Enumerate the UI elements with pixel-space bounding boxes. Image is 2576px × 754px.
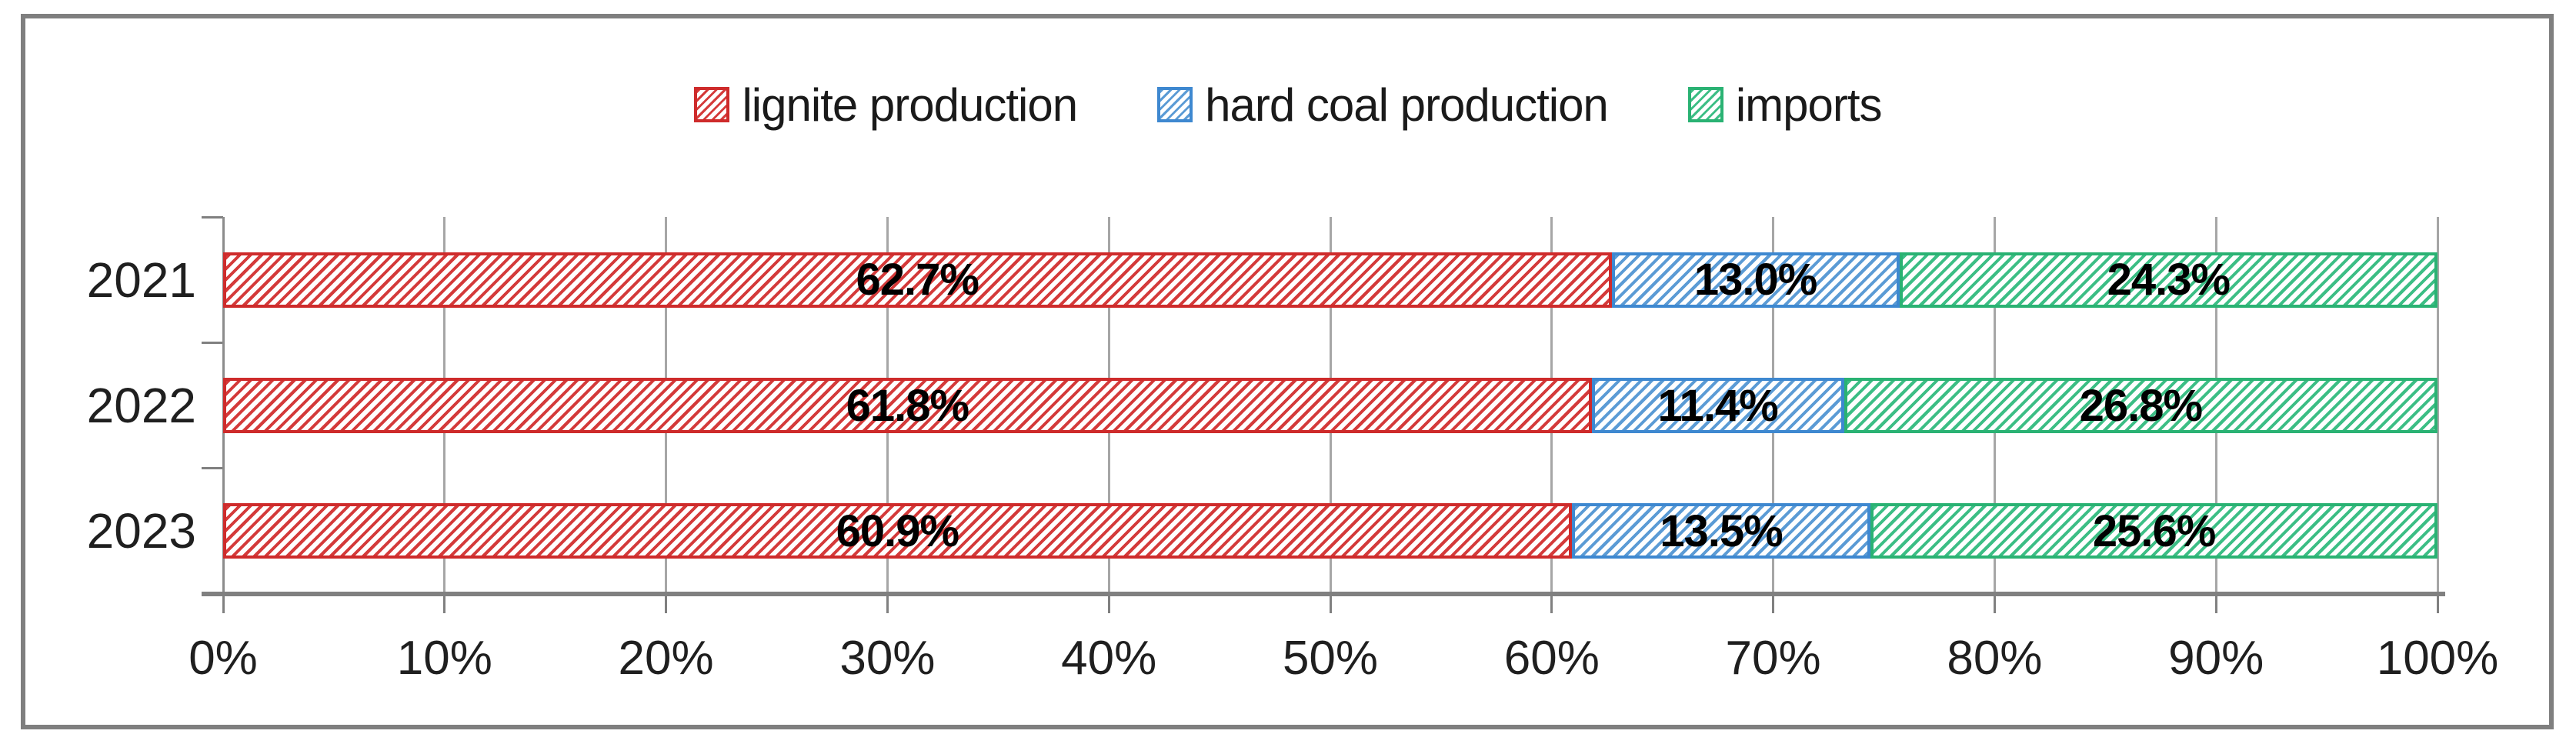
x-axis-tick — [2214, 596, 2217, 613]
x-tick-label: 100% — [2376, 632, 2499, 685]
x-axis-tick — [2436, 596, 2439, 613]
x-tick-label: 10% — [396, 632, 492, 685]
bar-segment: 25.6% — [1870, 503, 2438, 559]
category-label: 2023 — [86, 503, 196, 559]
bar-segment-label: 24.3% — [2107, 255, 2231, 305]
bar-segment: 26.8% — [1844, 378, 2438, 433]
bar-row: 61.8% 11.4% 26.8% — [223, 378, 2438, 433]
x-tick-label: 80% — [1947, 632, 2043, 685]
x-tick-label: 70% — [1725, 632, 1821, 685]
category-label: 2022 — [86, 378, 196, 433]
bar-segment: 62.7% — [223, 252, 1612, 308]
legend-item: lignite production — [694, 78, 1078, 132]
bar-segment: 13.5% — [1571, 503, 1871, 559]
gridline — [2436, 217, 2439, 594]
bar-row: 62.7% 13.0% 24.3% — [223, 252, 2438, 308]
x-tick-label: 0% — [189, 632, 258, 685]
bar-segment-label: 60.9% — [836, 505, 959, 556]
chart-frame — [21, 14, 2554, 729]
bar-segment: 13.0% — [1611, 252, 1900, 308]
x-tick-label: 40% — [1061, 632, 1157, 685]
bar-segment: 61.8% — [223, 378, 1592, 433]
x-axis-tick — [665, 596, 668, 613]
bar-row: 60.9% 13.5% 25.6% — [223, 503, 2438, 559]
x-axis-tick — [1993, 596, 1996, 613]
bar-segment: 11.4% — [1591, 378, 1844, 433]
x-axis-tick — [1550, 596, 1553, 613]
legend-item: hard coal production — [1157, 78, 1609, 132]
bar-segment-label: 61.8% — [846, 380, 969, 431]
bar-segment-label: 25.6% — [2092, 505, 2216, 556]
y-axis-tick — [202, 341, 223, 344]
category-label: 2021 — [86, 252, 196, 308]
legend-label: imports — [1735, 78, 1883, 131]
bar-segment-label: 13.5% — [1660, 505, 1783, 556]
x-axis-tick — [1772, 596, 1775, 613]
legend-label: lignite production — [742, 78, 1078, 131]
legend-item: imports — [1687, 78, 1883, 132]
bar-segment-label: 26.8% — [2079, 380, 2203, 431]
x-tick-label: 90% — [2168, 632, 2264, 685]
x-tick-label: 20% — [618, 632, 714, 685]
x-tick-label: 50% — [1282, 632, 1379, 685]
x-axis-line — [202, 592, 2445, 596]
x-axis-tick — [1329, 596, 1332, 613]
y-axis-tick — [202, 215, 223, 219]
y-axis-tick — [202, 467, 223, 470]
bar-segment-label: 11.4% — [1657, 380, 1779, 431]
x-axis-tick — [1107, 596, 1110, 613]
legend-label: hard coal production — [1205, 78, 1609, 131]
x-axis-tick — [443, 596, 446, 613]
x-axis-tick — [222, 596, 225, 613]
x-axis-tick — [886, 596, 889, 613]
x-tick-label: 30% — [839, 632, 936, 685]
bar-segment-label: 62.7% — [856, 255, 979, 305]
bar-segment: 60.9% — [223, 503, 1572, 559]
legend: lignite production hard coal production im… — [0, 77, 2576, 132]
legend-swatch-icon — [1687, 87, 1723, 122]
legend-swatch-icon — [1157, 87, 1193, 122]
bar-segment: 24.3% — [1899, 252, 2438, 308]
bar-segment-label: 13.0% — [1693, 255, 1817, 305]
x-tick-label: 60% — [1503, 632, 1600, 685]
legend-swatch-icon — [694, 87, 730, 122]
